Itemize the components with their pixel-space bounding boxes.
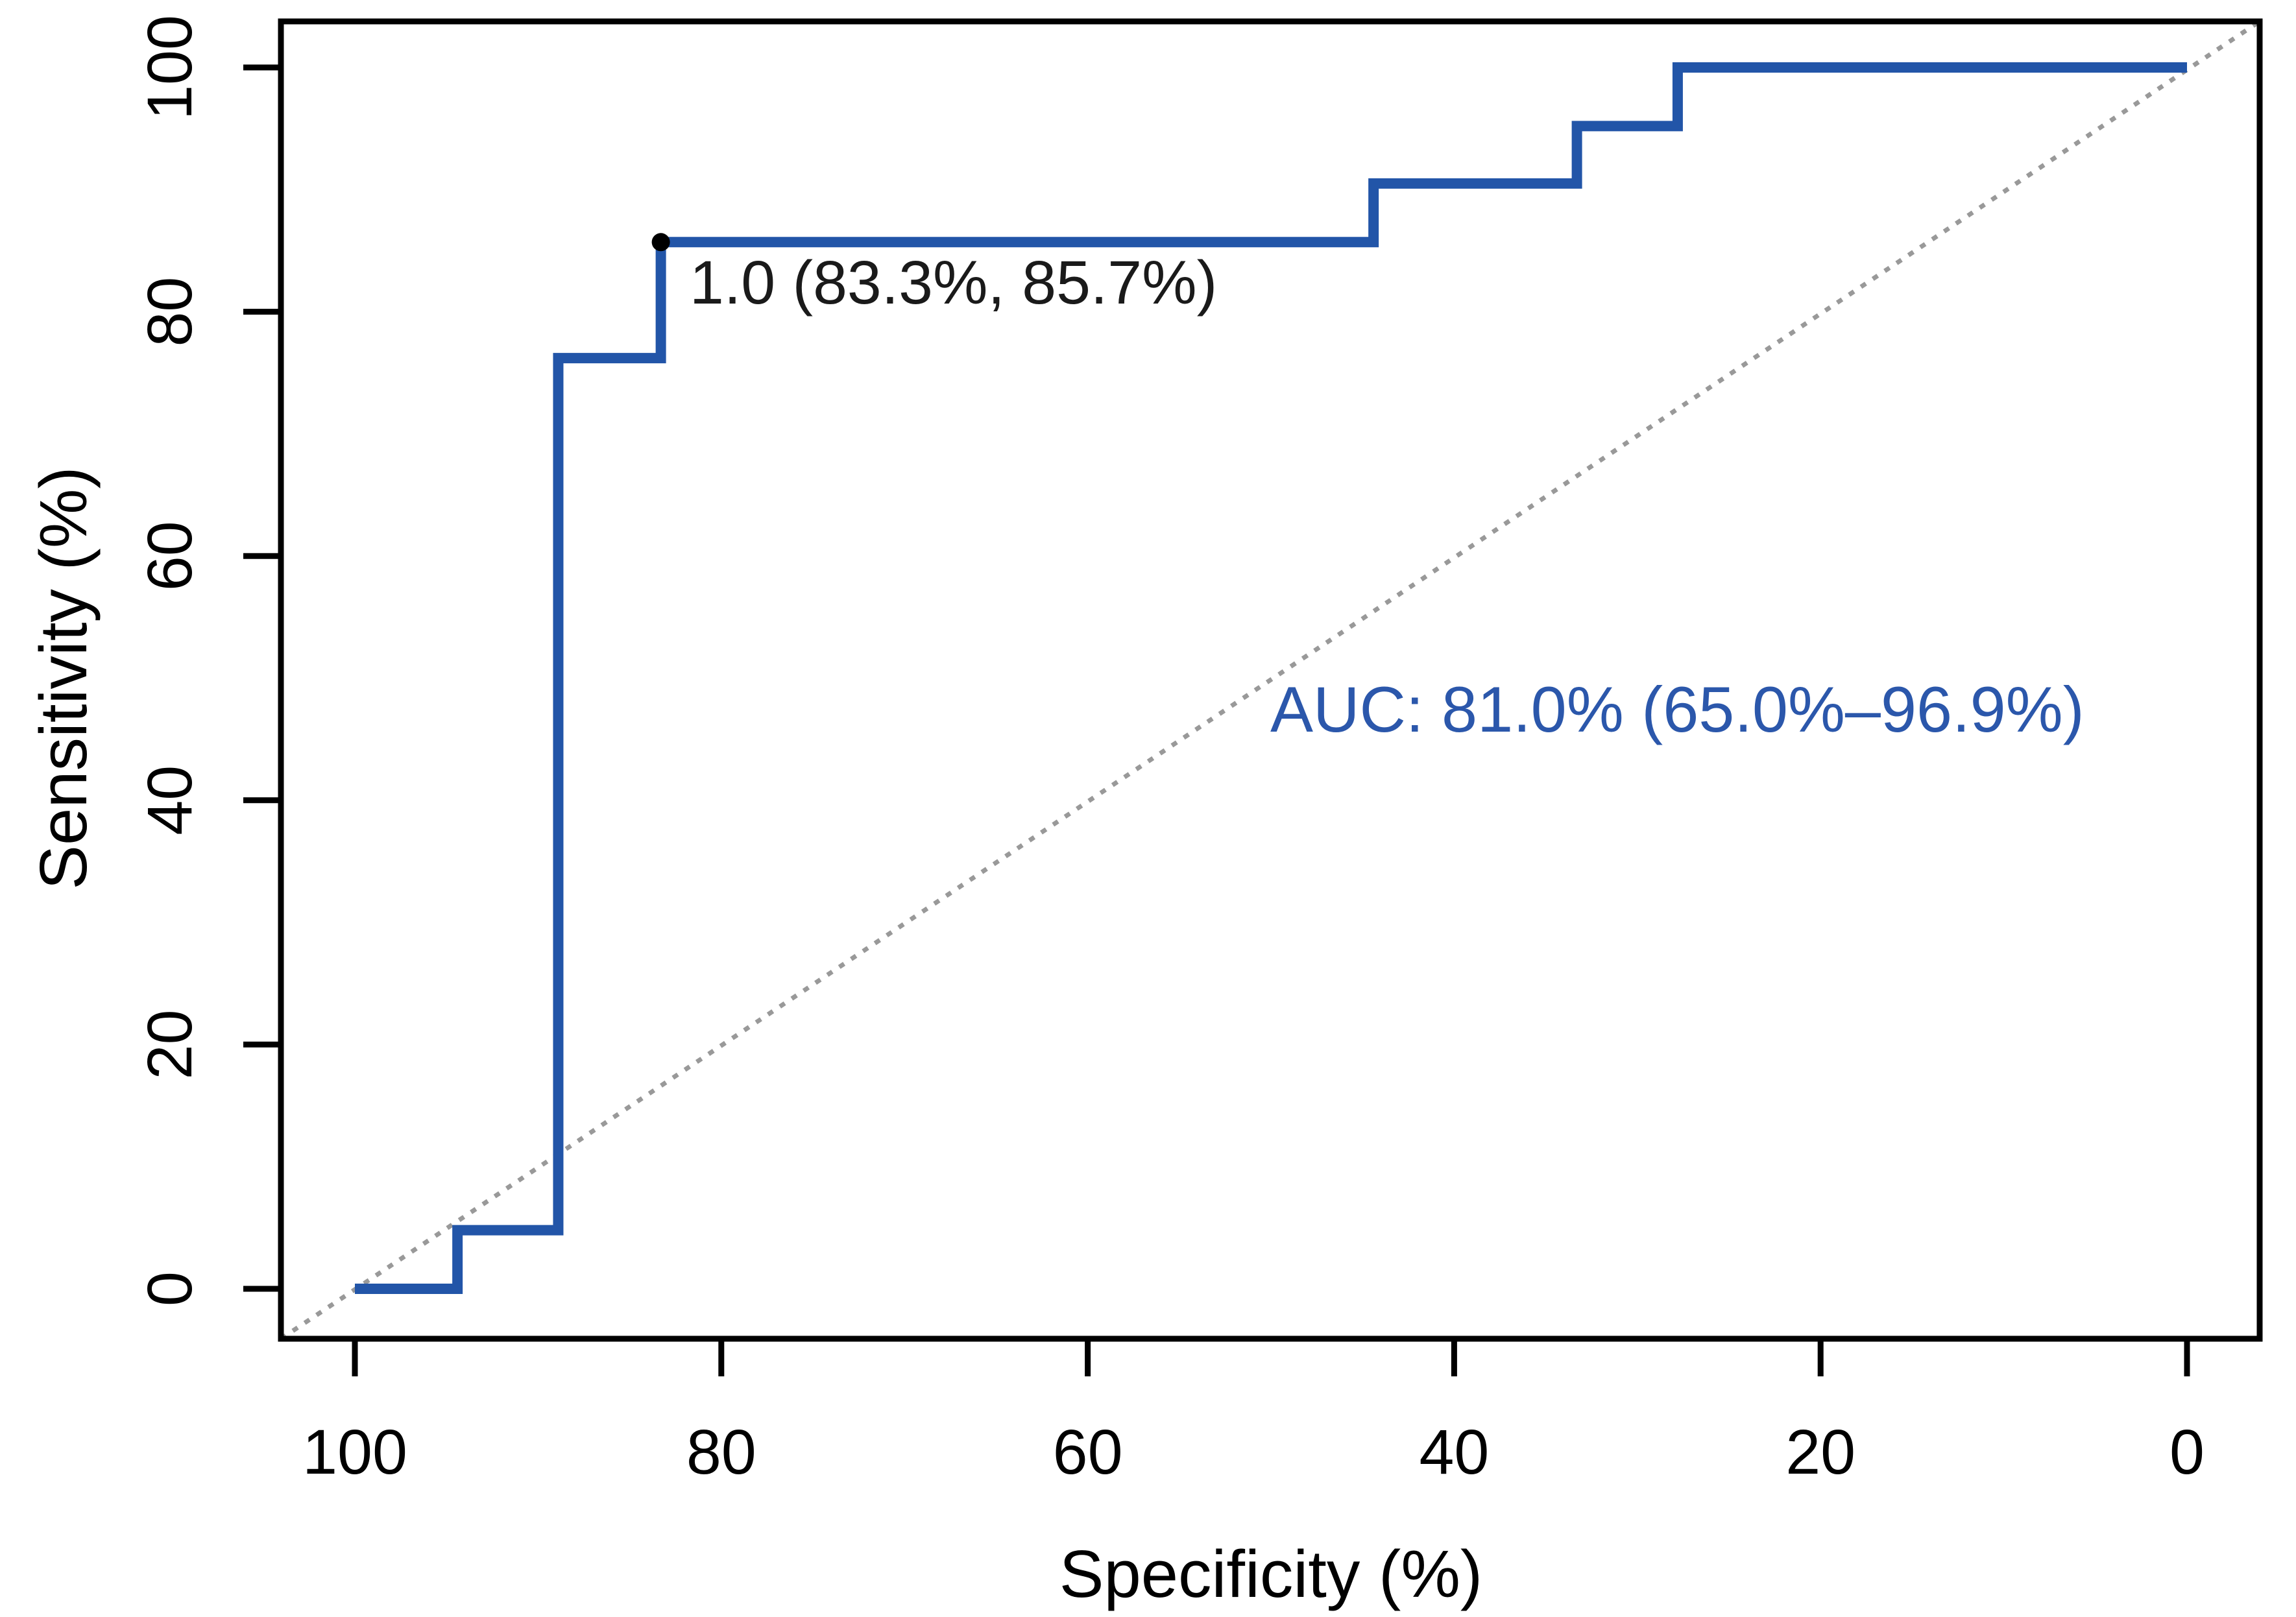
best-threshold-point [651,233,670,252]
x-axis-tick-label: 0 [2169,1417,2205,1487]
best-threshold-label: 1.0 (83.3%, 85.7%) [690,248,1217,317]
auc-label: AUC: 81.0% (65.0%–96.9%) [1270,673,2085,745]
y-axis-title: Sensitivity (%) [26,466,101,889]
y-axis-tick-label: 100 [134,15,205,120]
plot-box [278,18,2263,1342]
y-axis-tick-label: 60 [134,521,205,591]
y-axis-tick-label: 20 [134,1009,205,1079]
roc-curve [355,62,2187,1294]
y-axis-tick-label: 40 [134,765,205,835]
x-axis-tick-label: 40 [1419,1417,1489,1487]
x-axis-tick-label: 20 [1785,1417,1855,1487]
x-axis-tick-label: 80 [686,1417,756,1487]
y-axis-tick-label: 0 [134,1271,205,1306]
x-axis-tick-label: 60 [1053,1417,1123,1487]
x-axis-title: Specificity (%) [1059,1537,1482,1611]
diagonal-reference-line [280,19,2261,1341]
x-axis-tick-label: 100 [302,1417,407,1487]
y-axis-tick-label: 80 [134,277,205,347]
